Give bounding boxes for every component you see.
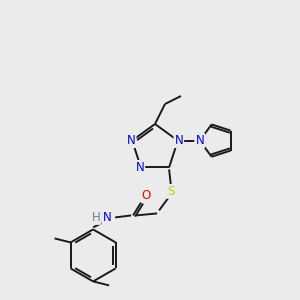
Text: N: N: [175, 134, 183, 147]
Text: N: N: [127, 134, 136, 147]
Text: H: H: [92, 211, 100, 224]
Text: N: N: [196, 134, 204, 147]
Text: O: O: [142, 189, 151, 202]
Text: S: S: [167, 185, 175, 198]
Text: N: N: [196, 134, 204, 147]
Text: N: N: [136, 161, 144, 174]
Text: N: N: [103, 211, 112, 224]
